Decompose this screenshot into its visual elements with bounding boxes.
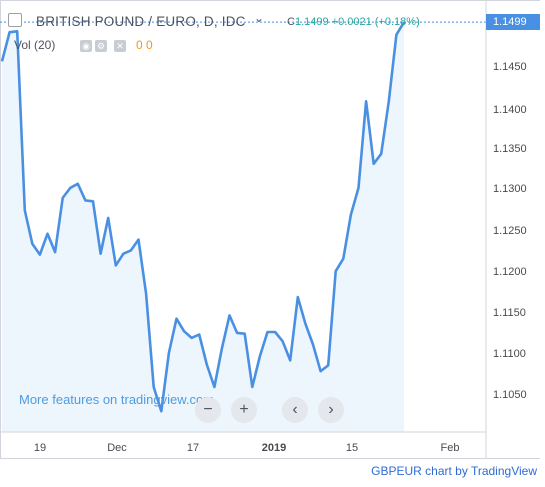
x-tick-label: Feb: [440, 442, 460, 454]
settings-icon[interactable]: ⚙: [95, 40, 107, 52]
y-tick-label: 1.1250: [493, 225, 527, 237]
y-tick-label: 1.1050: [493, 389, 527, 401]
ohlc-close-value: 1.1499: [294, 16, 329, 28]
symbol-checkbox[interactable]: [8, 13, 22, 27]
last-price-tag: 1.1499: [486, 14, 540, 31]
eye-icon[interactable]: ◉: [80, 40, 92, 52]
scroll-right-button[interactable]: ›: [318, 397, 344, 423]
zoom-out-button[interactable]: −: [195, 397, 221, 423]
volume-label[interactable]: Vol (20): [14, 38, 56, 52]
x-tick-label: 2019: [261, 442, 287, 454]
y-tick-label: 1.1300: [493, 183, 527, 195]
y-tick-label: 1.1200: [493, 266, 527, 278]
promo-link[interactable]: More features on tradingview.com: [19, 392, 215, 407]
price-area: [2, 22, 404, 432]
y-tick-label: 1.1350: [493, 143, 527, 155]
zoom-in-button[interactable]: +: [231, 397, 257, 423]
attribution-link[interactable]: GBPEUR chart by TradingView: [371, 464, 537, 478]
chevron-down-icon[interactable]: ⌄: [254, 11, 265, 25]
ohlc-close-prefix: C: [287, 16, 295, 28]
y-tick-label: 1.1150: [493, 307, 526, 319]
x-tick-label: 15: [345, 442, 359, 454]
volume-value: 0 0: [136, 38, 153, 52]
x-tick-label: Dec: [107, 442, 127, 454]
ohlc-change: +0.0021 (+0.18%): [331, 16, 420, 28]
price-line: [0, 21, 406, 413]
y-tick-label: 1.1400: [493, 104, 527, 116]
chart-frame: [0, 0, 540, 459]
y-tick-label: 1.1450: [493, 61, 527, 73]
y-tick-label: 1.1100: [493, 348, 526, 360]
ohlc-readout: C1.1499 +0.0021 (+0.18%): [287, 16, 420, 28]
scroll-left-button[interactable]: ‹: [282, 397, 308, 423]
x-tick-label: 19: [33, 442, 47, 454]
x-tick-label: 17: [186, 442, 200, 454]
close-icon[interactable]: ✕: [114, 40, 126, 52]
symbol-title[interactable]: BRITISH POUND / EURO, D, IDC: [36, 14, 246, 29]
